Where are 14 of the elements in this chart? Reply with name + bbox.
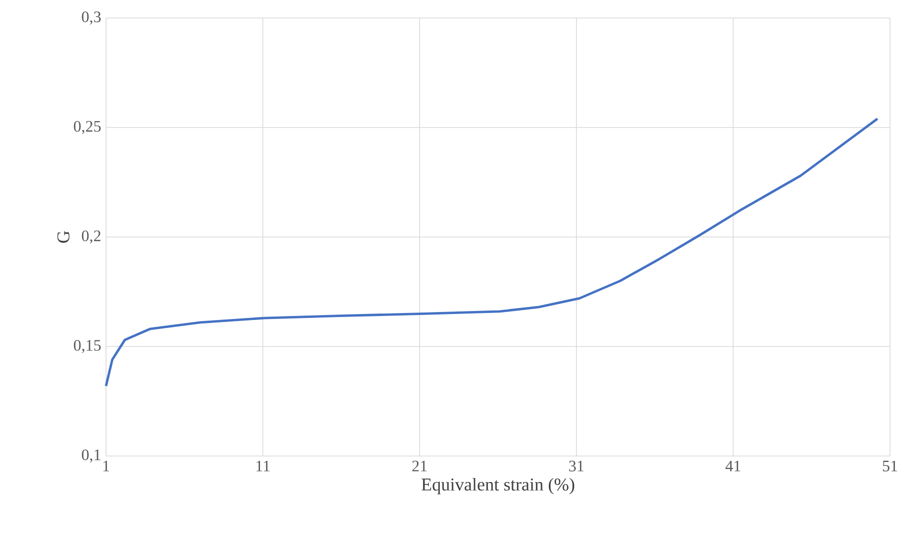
x-axis-title: Equivalent strain (%) — [422, 478, 574, 494]
x-tick-label: 31 — [569, 460, 584, 472]
y-tick-label: 0,3 — [82, 11, 101, 25]
x-tick-label: 1 — [103, 460, 110, 472]
y-tick-label: 0,2 — [82, 230, 100, 244]
y-axis-title: G — [57, 231, 70, 243]
x-tick-label: 21 — [412, 460, 427, 472]
y-tick-label: 0,15 — [74, 340, 101, 354]
line-series — [104, 118, 879, 388]
x-tick-label: 51 — [882, 460, 898, 472]
y-tick-label: 0,25 — [74, 120, 101, 134]
x-tick-label: 41 — [726, 460, 740, 472]
x-tick-label: 11 — [256, 460, 270, 472]
y-tick-label: 0,1 — [82, 449, 100, 463]
